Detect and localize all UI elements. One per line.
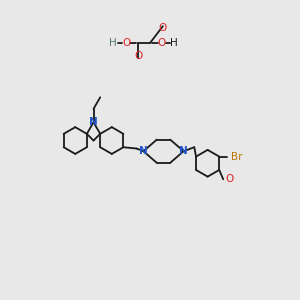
Text: O: O	[134, 51, 142, 61]
Text: O: O	[158, 38, 166, 48]
Text: Br: Br	[231, 152, 243, 162]
Text: O: O	[159, 23, 167, 33]
Text: N: N	[89, 117, 98, 127]
Text: O: O	[225, 174, 233, 184]
Text: H: H	[110, 38, 117, 48]
Text: O: O	[122, 38, 130, 48]
Text: N: N	[139, 146, 148, 156]
Text: H: H	[170, 38, 178, 48]
Text: N: N	[179, 146, 188, 156]
